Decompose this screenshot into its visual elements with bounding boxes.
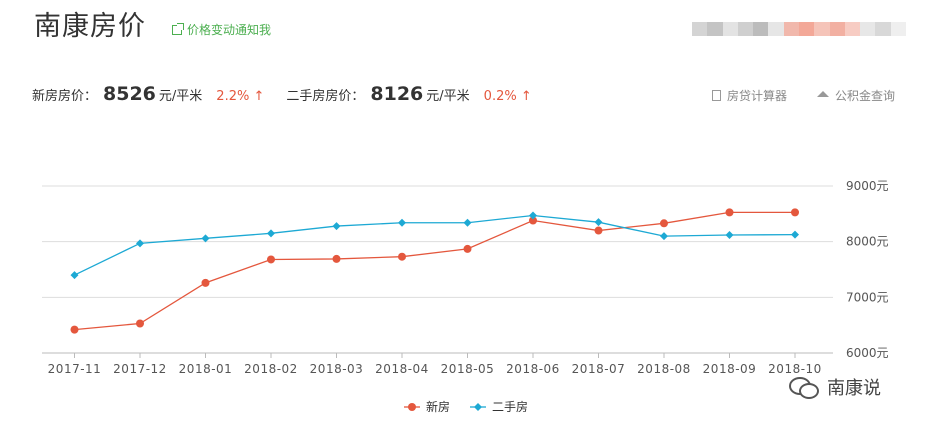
external-link-icon xyxy=(172,22,184,35)
data-point xyxy=(332,222,341,231)
x-tick-label: 2018-09 xyxy=(703,362,757,376)
calculator-label: 房贷计算器 xyxy=(726,89,787,103)
x-tick-label: 2017-12 xyxy=(113,362,167,376)
wechat-icon xyxy=(787,375,821,399)
data-point xyxy=(201,278,210,287)
calculator-icon xyxy=(711,90,721,101)
house-icon xyxy=(816,90,829,97)
up-arrow-icon: ↑ xyxy=(253,89,265,104)
data-point xyxy=(660,219,668,228)
y-tick-label: 8000元 xyxy=(846,235,889,249)
new-price-label: 新房房价： xyxy=(32,89,98,104)
x-tick-label: 2018-08 xyxy=(637,362,691,376)
fund-query-button[interactable]: 公积金查询 xyxy=(816,87,895,104)
second-price-label: 二手房房价： xyxy=(286,89,365,104)
x-tick-label: 2018-02 xyxy=(244,362,298,376)
blurred-region xyxy=(692,22,906,36)
second-price-unit: 元/平米 xyxy=(426,89,470,104)
data-point xyxy=(463,218,472,227)
data-point xyxy=(791,230,799,239)
x-tick-label: 2018-07 xyxy=(572,362,626,376)
new-price-change: 2.2% ↑ xyxy=(216,89,265,104)
series-line-new-house xyxy=(74,211,795,331)
data-point xyxy=(660,232,668,241)
page-title: 南康房价 xyxy=(34,11,146,42)
up-arrow-icon: ↑ xyxy=(520,89,532,104)
watermark: 南康说 xyxy=(787,374,881,400)
legend-label: 新房 xyxy=(426,399,450,414)
y-tick-label: 6000元 xyxy=(846,346,889,360)
x-tick-label: 2018-03 xyxy=(310,362,364,376)
legend-marker xyxy=(474,403,482,411)
price-summary: 新房房价： 8526 元/平米 2.2% ↑ 二手房房价： 8126 元/平米 … xyxy=(32,83,554,105)
notify-label: 价格变动通知我 xyxy=(187,23,272,37)
y-tick-label: 9000元 xyxy=(846,179,889,193)
price-notify-link[interactable]: 价格变动通知我 xyxy=(172,21,271,38)
data-point xyxy=(267,229,275,238)
data-point xyxy=(136,239,144,248)
data-point xyxy=(267,255,275,264)
series-line-second-hand xyxy=(74,214,796,276)
data-point xyxy=(594,218,603,227)
x-tick-label: 2017-11 xyxy=(48,362,102,376)
data-point xyxy=(594,226,603,235)
new-price-value: 8526 xyxy=(103,83,156,105)
data-point xyxy=(463,244,472,253)
data-point xyxy=(332,254,341,263)
fund-label: 公积金查询 xyxy=(834,89,895,103)
x-tick-label: 2018-06 xyxy=(506,362,560,376)
y-tick-label: 7000元 xyxy=(846,290,889,304)
data-point xyxy=(136,319,144,328)
data-point xyxy=(201,234,210,243)
data-point xyxy=(70,271,79,280)
data-point xyxy=(791,208,799,217)
data-point xyxy=(529,211,537,220)
calculator-button[interactable]: 房贷计算器 xyxy=(711,87,787,104)
x-tick-label: 2018-01 xyxy=(179,362,233,376)
legend-label: 二手房 xyxy=(492,399,528,414)
legend-marker xyxy=(408,403,416,411)
x-tick-label: 2018-10 xyxy=(768,362,822,376)
second-price-value: 8126 xyxy=(370,83,424,105)
data-point xyxy=(529,216,537,225)
second-price-change: 0.2% ↑ xyxy=(483,89,532,104)
data-point xyxy=(398,218,406,227)
toolbar: 房贷计算器 公积金查询 xyxy=(682,87,895,104)
data-point xyxy=(725,230,734,239)
data-point xyxy=(70,325,79,334)
data-point xyxy=(398,252,406,261)
data-point xyxy=(725,208,734,217)
watermark-text: 南康说 xyxy=(827,378,881,399)
x-tick-label: 2018-04 xyxy=(375,362,429,376)
x-tick-label: 2018-05 xyxy=(441,362,495,376)
new-price-unit: 元/平米 xyxy=(158,89,203,104)
